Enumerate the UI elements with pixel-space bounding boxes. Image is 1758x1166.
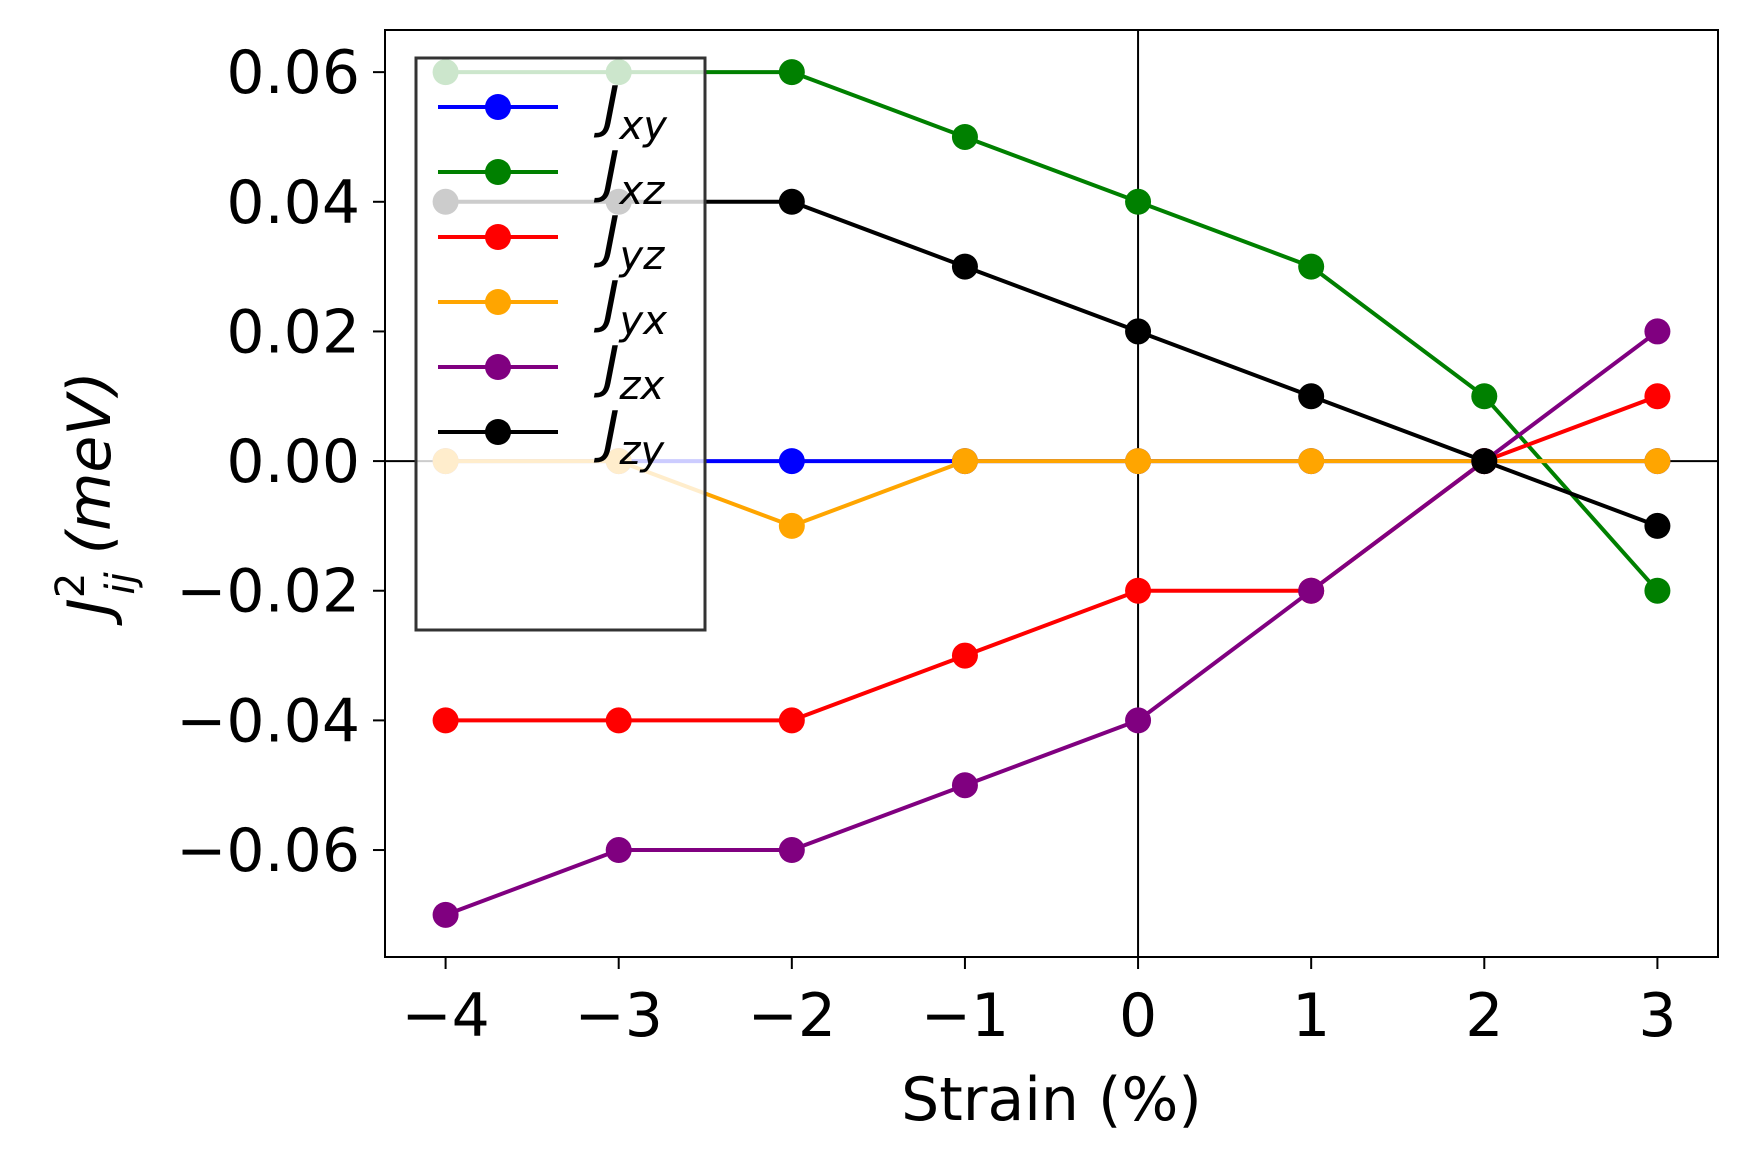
x-tick-label: 0 <box>1119 981 1157 1051</box>
series-J_zx <box>432 318 1671 928</box>
x-tick-label: −2 <box>748 981 836 1051</box>
data-point-J_yz <box>605 707 632 734</box>
plot-frame <box>384 29 1719 958</box>
data-point-J_zx <box>778 837 805 864</box>
y-tick-label: −0.02 <box>176 557 360 627</box>
x-axis: −4 −3 −2 −1 0 1 2 3 <box>401 957 1677 1051</box>
x-tick-label: −4 <box>401 981 489 1051</box>
data-point-J_zy <box>951 253 978 280</box>
legend-label-sub: zy <box>619 428 666 474</box>
x-tick-label: 1 <box>1292 981 1330 1051</box>
y-tick-label: −0.04 <box>176 686 360 756</box>
data-point-J_zx <box>1644 318 1671 345</box>
data-point-J_yx <box>778 512 805 539</box>
y-tick-label: 0.00 <box>226 427 360 497</box>
y-axis: 0.06 0.04 0.02 0.00 −0.02 −0.04 −0.06 <box>176 38 385 886</box>
legend-marker-J_yz <box>485 224 511 250</box>
data-point-J_xz <box>1125 188 1152 215</box>
data-point-J_zy <box>1125 318 1152 345</box>
data-point-J_zx <box>1298 577 1325 604</box>
x-tick-label: −1 <box>921 981 1009 1051</box>
legend-label-sub: yx <box>619 298 668 344</box>
y-axis-label-base: J <box>55 598 125 626</box>
legend-label-J_yz: Jyz <box>593 205 665 279</box>
data-point-J_yz <box>1644 383 1671 410</box>
data-point-J_xz <box>1298 253 1325 280</box>
legend-label-sub: xy <box>618 103 669 149</box>
data-point-J_xz <box>1644 577 1671 604</box>
x-tick-label: −3 <box>574 981 662 1051</box>
data-point-J_yx <box>1298 448 1325 475</box>
data-point-J_zx <box>1125 707 1152 734</box>
legend-marker-J_zy <box>485 419 511 445</box>
data-point-J_xy <box>778 448 805 475</box>
data-point-J_zy <box>1644 512 1671 539</box>
x-tick-label: 2 <box>1465 981 1503 1051</box>
x-tick-label: 3 <box>1638 981 1676 1051</box>
legend-marker-J_xy <box>485 94 511 120</box>
data-point-J_yx <box>1644 448 1671 475</box>
y-axis-label-unit: (meV) <box>55 371 125 554</box>
y-axis-label: J2 ij (meV) <box>48 371 144 626</box>
data-point-J_yx <box>951 448 978 475</box>
data-point-J_xz <box>1471 383 1498 410</box>
data-point-J_yz <box>778 707 805 734</box>
data-point-J_xz <box>778 59 805 86</box>
y-tick-label: 0.04 <box>226 168 360 238</box>
y-axis-label-sub: ij <box>98 572 144 595</box>
data-point-J_yz <box>1125 577 1152 604</box>
data-point-J_zx <box>432 901 459 928</box>
y-tick-label: −0.06 <box>176 816 360 886</box>
legend-box <box>414 56 707 632</box>
data-point-J_zy <box>1298 383 1325 410</box>
legend-label-sub: zx <box>619 363 665 409</box>
data-point-J_zx <box>605 837 632 864</box>
y-axis-label-sup: 2 <box>48 573 94 598</box>
legend-marker-J_zx <box>485 354 511 380</box>
legend-label-sub: yz <box>619 233 666 279</box>
legend-label-sub: xz <box>618 168 666 214</box>
data-point-J_yx <box>1125 448 1152 475</box>
data-point-J_xz <box>951 123 978 150</box>
legend-marker-J_yx <box>485 289 511 315</box>
data-point-J_yz <box>432 707 459 734</box>
y-tick-label: 0.06 <box>226 38 360 108</box>
data-point-J_zx <box>951 772 978 799</box>
data-point-J_yz <box>951 642 978 669</box>
x-axis-label: Strain (%) <box>901 1065 1202 1135</box>
data-point-J_zy <box>1471 448 1498 475</box>
legend-label-J_xy: Jxy <box>593 75 668 149</box>
legend-marker-J_xz <box>485 159 511 185</box>
y-tick-label: 0.02 <box>226 297 360 367</box>
series-line-J_zx <box>444 329 1659 917</box>
data-point-J_zy <box>778 188 805 215</box>
